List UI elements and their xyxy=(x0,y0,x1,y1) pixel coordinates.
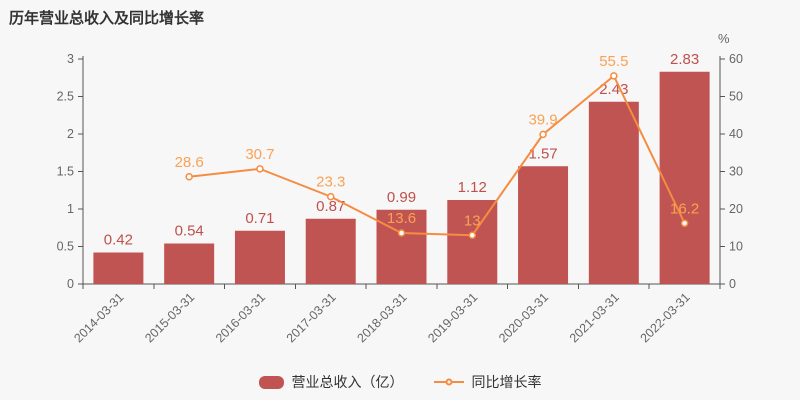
line-marker-2015-03-31[interactable] xyxy=(185,173,193,181)
legend-item-revenue-label: 营业总收入（亿） xyxy=(291,374,404,390)
bar-2014-03-31[interactable] xyxy=(93,252,144,285)
line-value-label: 39.9 xyxy=(528,111,557,128)
bar-value-label: 2.83 xyxy=(670,51,699,68)
bar-value-label: 0.42 xyxy=(104,232,133,249)
right-axis-tick-label: 10 xyxy=(729,240,743,254)
line-marker-2021-03-31[interactable] xyxy=(610,72,618,80)
x-axis-category-label: 2015-03-31 xyxy=(142,290,197,345)
line-marker-2022-03-31[interactable] xyxy=(680,219,689,227)
bar-value-label: 0.99 xyxy=(387,189,416,206)
bar-value-label: 2.43 xyxy=(599,81,628,98)
x-axis-category-label: 2016-03-31 xyxy=(213,290,268,345)
left-axis-tick-label: 1.5 xyxy=(57,165,74,179)
bar-value-label: 0.54 xyxy=(175,223,204,240)
line-value-label: 55.5 xyxy=(599,53,628,70)
line-value-label: 13.6 xyxy=(387,210,416,227)
x-axis-category-label: 2019-03-31 xyxy=(425,290,480,345)
line-value-label: 16.2 xyxy=(670,200,699,217)
bar-2017-03-31[interactable] xyxy=(305,218,356,284)
growth-line xyxy=(189,74,686,237)
legend-item-growth-label: 同比增长率 xyxy=(471,374,542,390)
right-axis-tick-label: 20 xyxy=(729,202,743,216)
x-axis-category-label: 2018-03-31 xyxy=(355,290,410,345)
legend: 营业总收入（亿） 同比增长率 xyxy=(0,372,800,392)
bar-value-label: 0.71 xyxy=(245,210,274,227)
left-axis-tick-label: 2.5 xyxy=(57,90,74,104)
bar-value-label: 1.57 xyxy=(528,145,557,162)
bar-2022-03-31[interactable] xyxy=(659,71,710,284)
bar-2015-03-31[interactable] xyxy=(164,243,215,285)
line-marker-2019-03-31[interactable] xyxy=(468,231,477,239)
line-value-label: 28.6 xyxy=(175,154,204,171)
x-axis-category-label: 2017-03-31 xyxy=(284,290,339,345)
x-axis-category-label: 2014-03-31 xyxy=(71,290,126,345)
right-axis-unit-label: % xyxy=(718,31,730,46)
left-axis-tick-label: 0.5 xyxy=(57,240,74,254)
bar-2019-03-31[interactable] xyxy=(447,200,498,284)
legend-item-revenue[interactable]: 营业总收入（亿） xyxy=(258,372,404,392)
bar-series-swatch-icon xyxy=(258,375,284,389)
line-series-swatch-icon xyxy=(433,376,464,388)
right-axis-tick-label: 60 xyxy=(729,52,743,66)
line-value-label: 13 xyxy=(464,212,481,229)
line-marker-2017-03-31[interactable] xyxy=(326,192,335,201)
x-axis-category-label: 2020-03-31 xyxy=(496,290,551,345)
bar-2020-03-31[interactable] xyxy=(518,166,569,284)
left-axis-tick-label: 1 xyxy=(67,202,74,216)
left-axis-tick-label: 0 xyxy=(67,277,74,291)
x-axis-category-label: 2022-03-31 xyxy=(638,290,693,345)
bar-2018-03-31[interactable] xyxy=(376,209,427,284)
right-axis-tick-label: 50 xyxy=(729,90,743,104)
right-axis-tick-label: 30 xyxy=(729,165,743,179)
right-axis-tick-label: 40 xyxy=(729,127,743,141)
bar-value-label: 0.87 xyxy=(316,198,345,215)
legend-item-growth[interactable]: 同比增长率 xyxy=(433,372,542,392)
line-marker-2018-03-31[interactable] xyxy=(397,229,406,237)
line-value-label: 23.3 xyxy=(316,174,345,191)
bar-2021-03-31[interactable] xyxy=(588,101,639,284)
x-axis-category-label: 2021-03-31 xyxy=(567,290,622,345)
line-marker-2020-03-31[interactable] xyxy=(539,130,547,139)
left-axis-tick-label: 2 xyxy=(67,127,74,141)
left-axis-tick-label: 3 xyxy=(67,52,74,66)
line-value-label: 30.7 xyxy=(245,146,274,163)
line-marker-2016-03-31[interactable] xyxy=(256,165,264,173)
chart-title: 历年营业总收入及同比增长率 xyxy=(9,10,205,27)
right-axis-tick-label: 0 xyxy=(729,277,736,291)
bar-value-label: 1.12 xyxy=(458,179,487,196)
bar-2016-03-31[interactable] xyxy=(234,230,285,284)
